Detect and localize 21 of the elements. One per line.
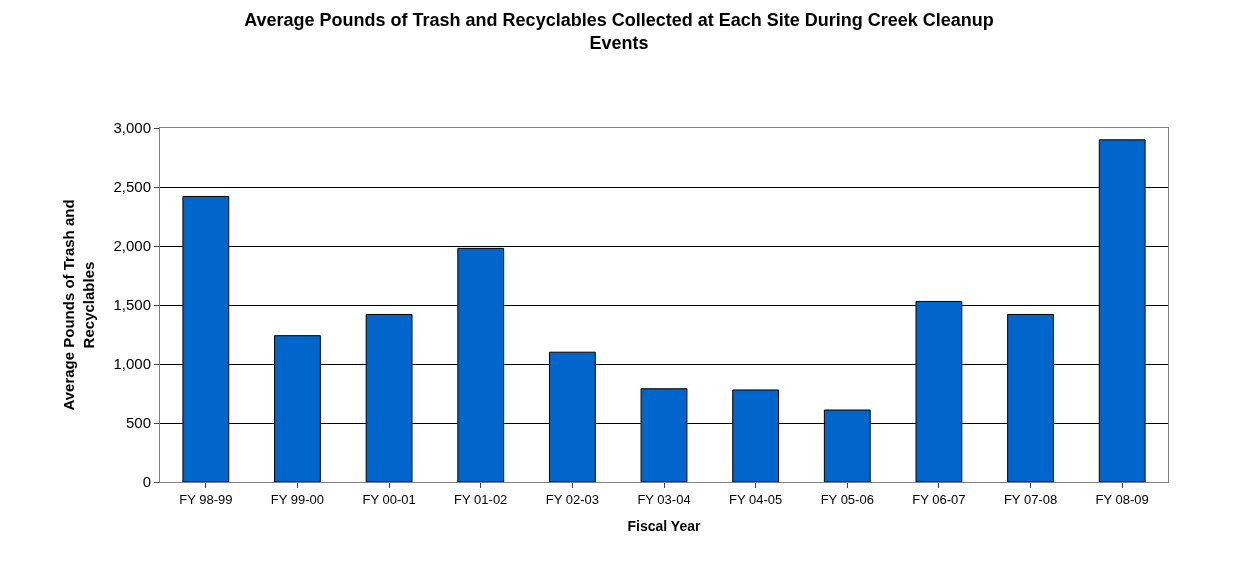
x-tick-label: FY 07-08 — [1003, 491, 1058, 507]
x-tick-label: FY 03-04 — [637, 491, 691, 507]
x-tick-label: FY 99-00 — [270, 491, 325, 507]
y-tick-label: 500 — [125, 414, 151, 432]
x-tick-label: FY 02-03 — [545, 491, 599, 507]
x-tick-label: FY 05-06 — [820, 491, 874, 507]
x-tick-label: FY 01-02 — [454, 491, 508, 507]
x-axis-title: Fiscal Year — [627, 517, 701, 534]
chart-title: Average Pounds of Trash and Recyclables Collected at Each Site During Creek Cleanup Events — [244, 9, 994, 53]
y-tick-label: 2,500 — [113, 178, 151, 196]
y-tick-label: 1,500 — [113, 296, 151, 314]
y-tick-label: 0 — [142, 473, 151, 491]
y-tick-label: 3,000 — [113, 119, 151, 137]
x-tick-label: FY 98-99 — [179, 491, 233, 507]
y-tick-label: 2,000 — [113, 237, 151, 255]
y-axis-title: Average Pounds of Trash and Recyclables — [60, 199, 97, 411]
x-tick-label: FY 08-09 — [1095, 491, 1149, 507]
x-tick-label: FY 06-07 — [912, 491, 966, 507]
x-tick-label: FY 00-01 — [362, 491, 416, 507]
x-tick-label: FY 04-05 — [729, 491, 783, 507]
y-tick-label: 1,000 — [113, 355, 151, 373]
